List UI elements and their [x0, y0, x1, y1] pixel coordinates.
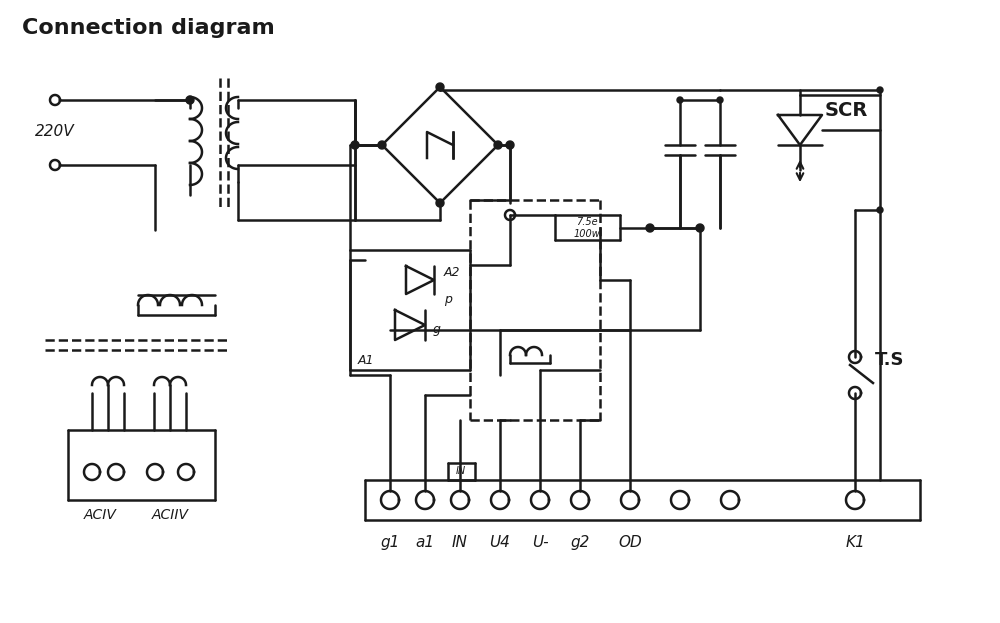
Polygon shape [50, 95, 60, 105]
Polygon shape [491, 491, 509, 509]
Polygon shape [451, 491, 469, 509]
Polygon shape [677, 97, 683, 103]
Polygon shape [178, 464, 194, 480]
Polygon shape [571, 491, 589, 509]
Polygon shape [849, 351, 861, 363]
Polygon shape [877, 207, 883, 213]
Text: T.S: T.S [875, 351, 904, 369]
Polygon shape [721, 491, 739, 509]
Text: p: p [444, 293, 452, 307]
Polygon shape [84, 464, 100, 480]
Polygon shape [505, 210, 515, 220]
Polygon shape [846, 491, 864, 509]
Text: A1: A1 [358, 353, 374, 366]
Polygon shape [50, 160, 60, 170]
Text: ACIV: ACIV [84, 508, 116, 522]
Text: K1: K1 [845, 535, 865, 550]
Polygon shape [621, 491, 639, 509]
Text: 7.5e
100w: 7.5e 100w [574, 217, 600, 239]
Text: Connection diagram: Connection diagram [22, 18, 275, 38]
Polygon shape [531, 491, 549, 509]
Polygon shape [108, 464, 124, 480]
Text: 220V: 220V [35, 125, 75, 140]
Text: g: g [433, 323, 441, 336]
Polygon shape [351, 141, 359, 149]
Polygon shape [381, 491, 399, 509]
Text: ACIIV: ACIIV [152, 508, 188, 522]
Polygon shape [186, 96, 194, 104]
Text: g2: g2 [570, 535, 590, 550]
Polygon shape [849, 387, 861, 399]
Polygon shape [494, 141, 502, 149]
Polygon shape [506, 141, 514, 149]
Text: IN: IN [456, 466, 466, 476]
Text: U4: U4 [490, 535, 510, 550]
Polygon shape [147, 464, 163, 480]
Polygon shape [717, 97, 723, 103]
Text: IN: IN [452, 535, 468, 550]
Text: a1: a1 [415, 535, 435, 550]
Polygon shape [378, 141, 386, 149]
Text: SCR: SCR [825, 100, 868, 120]
Polygon shape [671, 491, 689, 509]
Polygon shape [877, 87, 883, 93]
Polygon shape [696, 224, 704, 232]
Text: OD: OD [618, 535, 642, 550]
Text: U-: U- [532, 535, 548, 550]
Polygon shape [436, 83, 444, 91]
Polygon shape [436, 199, 444, 207]
Text: g1: g1 [380, 535, 400, 550]
Polygon shape [646, 224, 654, 232]
Polygon shape [416, 491, 434, 509]
Text: A2: A2 [444, 265, 460, 278]
